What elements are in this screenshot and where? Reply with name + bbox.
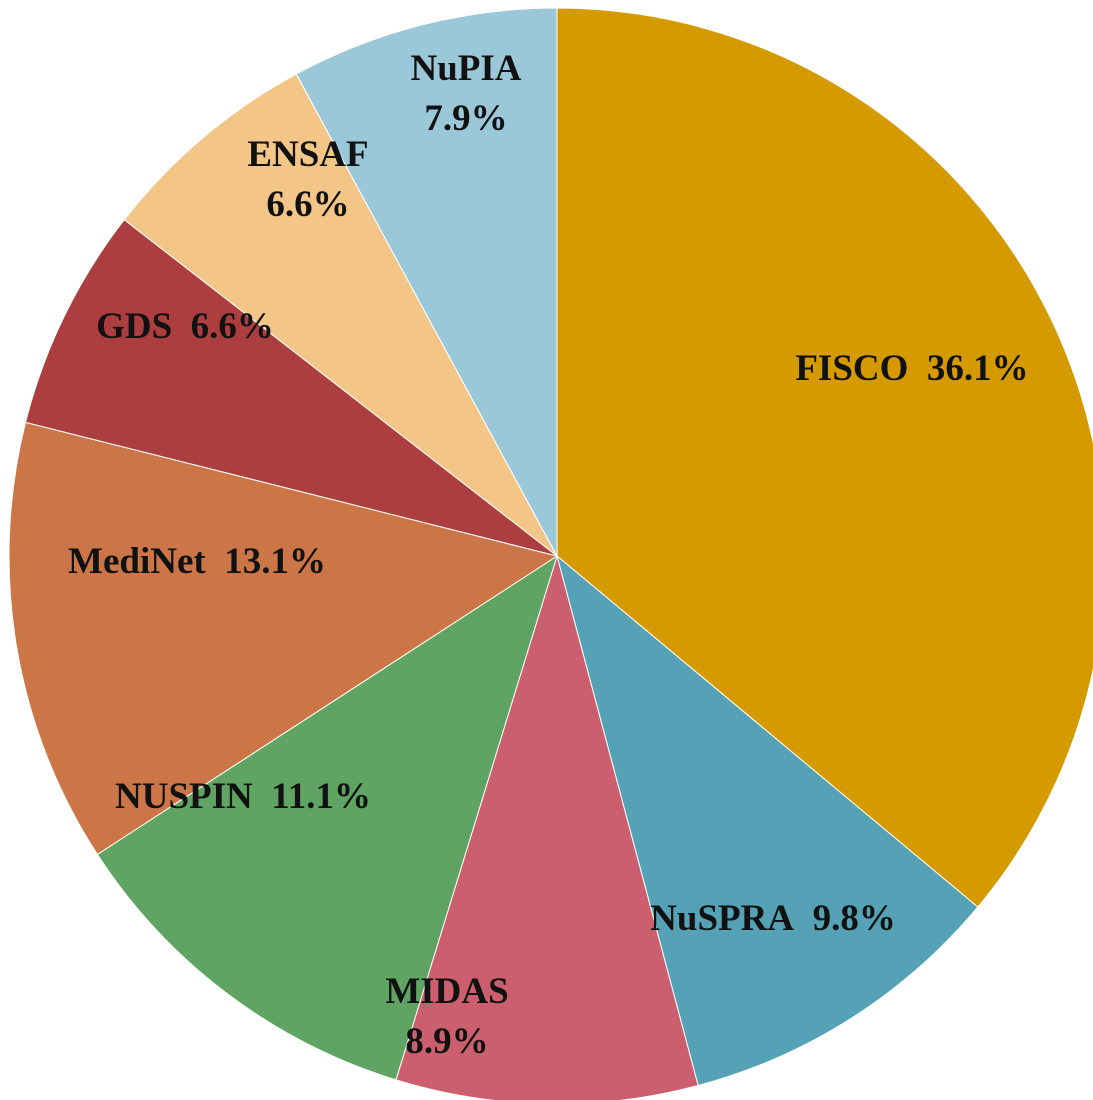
slice-label: MIDAS 8.9% — [385, 971, 508, 1062]
slice-value: 36.1% — [927, 348, 1029, 389]
slice-value: 6.6% — [191, 306, 274, 347]
slice-value: 13.1% — [224, 541, 326, 582]
pie-slice — [556, 554, 979, 1087]
slice-label: FISCO 36.1% — [795, 348, 1028, 389]
slice-label: NuPIA 7.9% — [410, 48, 521, 139]
slice-name: MediNet — [68, 541, 206, 582]
pie-slice — [24, 219, 558, 557]
slice-name: FISCO — [795, 348, 908, 389]
slice-value: 11.1% — [271, 776, 371, 817]
slice-name: NuPIA — [410, 48, 521, 89]
slice-name: ENSAF — [247, 134, 368, 175]
pie-slice — [123, 73, 558, 557]
pie-slice — [556, 7, 1093, 908]
slice-value: 7.9% — [424, 98, 507, 139]
slice-name: NuSPRA — [650, 898, 794, 939]
pie-slice — [8, 421, 559, 856]
slice-name: GDS — [96, 306, 172, 347]
slice-name: MIDAS — [385, 971, 508, 1012]
pie-slice — [96, 554, 558, 1081]
slice-label: NuSPRA 9.8% — [650, 898, 896, 939]
slice-label: MediNet 13.1% — [68, 541, 326, 582]
slice-label: ENSAF 6.6% — [247, 134, 368, 225]
slice-label: NUSPIN 11.1% — [115, 776, 371, 817]
slice-value: 8.9% — [405, 1021, 488, 1062]
pie-slice — [295, 7, 558, 557]
slice-value: 6.6% — [266, 184, 349, 225]
slice-label: GDS 6.6% — [96, 306, 274, 347]
pie-slice — [395, 554, 699, 1100]
slice-value: 9.8% — [813, 898, 896, 939]
slice-name: NUSPIN — [115, 776, 253, 817]
